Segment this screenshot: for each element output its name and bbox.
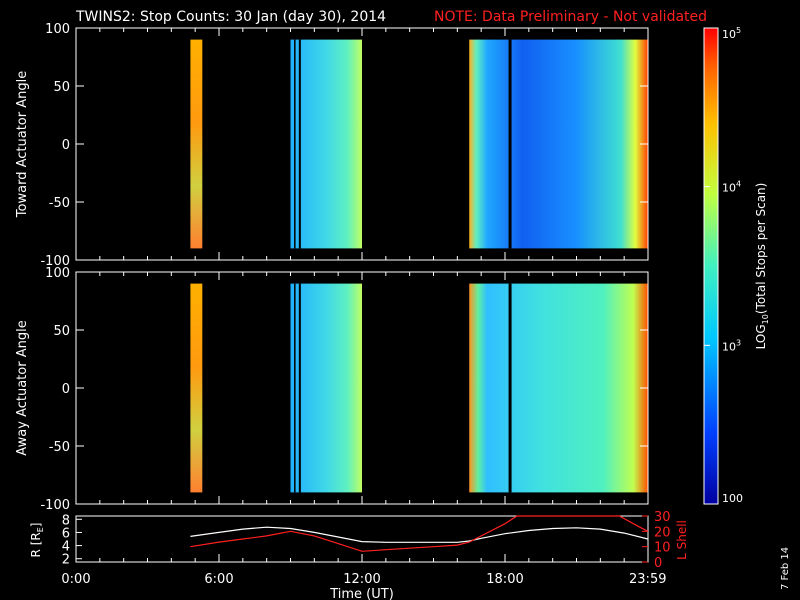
data-gap-1 [294,283,296,493]
away-heatmap-blocks [190,283,648,493]
colorbar-tick-label: 105 [722,26,741,41]
r-tick-label: 6 [62,526,70,541]
colorbar-frame [703,27,719,505]
colorbar-tick-label: 103 [722,338,741,353]
y-tick-label: -50 [49,196,70,211]
away-y-axis-label: Away Actuator Angle [15,320,30,455]
l-shell-tick-label: 30 [654,510,671,525]
r-tick-label: 4 [62,540,70,555]
l-shell-axis-label: L Shell [675,520,689,560]
chart-title: TWINS2: Stop Counts: 30 Jan (day 30), 20… [75,9,386,25]
x-tick-label: 23:59 [629,572,666,587]
toward-y-ticks: 100 50 0 -50 -100 [40,22,649,269]
data-gap-2 [298,283,301,493]
x-tick-label: 18:00 [486,572,523,587]
y-tick-label: 50 [53,80,70,95]
preliminary-note: NOTE: Data Preliminary - Not validated [434,9,707,25]
y-tick-label: 0 [62,138,70,153]
y-tick-label: -100 [40,254,70,269]
l-shell-line [190,515,649,552]
data-gap-2 [298,39,301,249]
l-shell-tick-label: 0 [654,556,662,571]
r-axis-label: R [RE] [29,523,45,558]
y-tick-label: 100 [45,22,70,37]
y-tick-label: 0 [62,382,70,397]
x-axis-label: Time (UT) [329,587,394,600]
data-gap-3 [508,283,512,493]
r-distance-line [190,526,648,543]
l-shell-tick-label: 10 [654,541,671,556]
toward-heatmap-blocks [190,39,648,249]
y-tick-label: -100 [40,498,70,513]
away-actuator-panel: 100 50 0 -50 -100 Away Actuator Angle [15,266,649,513]
colorbar: 105 104 103 100 LOG10(Total Stops per Scan) [703,26,770,505]
y-tick-label: 100 [45,266,70,281]
y-tick-label: 50 [53,324,70,339]
away-y-ticks: 100 50 0 -50 -100 [40,266,649,513]
heatmap-block-1 [190,283,203,493]
date-stamp: 7 Feb 14 [780,547,791,590]
toward-y-axis-label: Toward Actuator Angle [15,71,30,218]
r-tick-label: 2 [62,553,70,568]
position-lines [190,515,649,552]
l-shell-tick-label: 20 [654,525,671,540]
heatmap-block-1 [190,39,203,249]
heatmap-block-3 [469,283,648,493]
r-tick-label: 8 [62,513,70,528]
heatmap-block-2 [290,283,362,493]
colorbar-tick-label: 104 [722,180,741,195]
toward-actuator-panel: 100 50 0 -50 -100 Toward Actuator Angle [15,22,649,269]
colorbar-gradient [704,28,718,504]
data-gap-1 [294,39,296,249]
x-tick-label: 0:00 [61,572,90,587]
colorbar-label: LOG10(Total Stops per Scan) [754,183,770,350]
y-tick-label: -50 [49,440,70,455]
time-axis-ticks: 0:00 6:00 12:00 18:00 23:59 [61,554,666,587]
x-tick-label: 12:00 [343,572,380,587]
colorbar-ticks: 105 104 103 100 [704,26,743,505]
heatmap-block-3 [469,39,648,249]
x-tick-label: 6:00 [204,572,233,587]
colorbar-tick-label: 100 [722,492,743,505]
data-gap-3 [508,39,512,249]
heatmap-block-2 [290,39,362,249]
